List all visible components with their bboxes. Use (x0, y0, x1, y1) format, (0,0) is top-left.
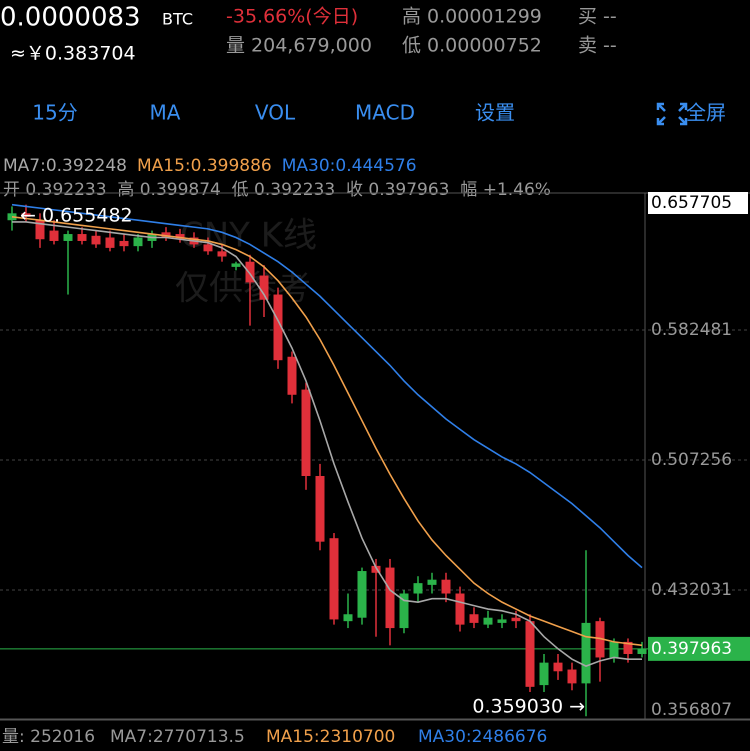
candle-body (469, 614, 479, 623)
last-price-box (648, 636, 750, 661)
ma-line (11, 203, 643, 569)
candle-body (525, 621, 535, 687)
legend-entry: MA7:0.392248 (3, 156, 127, 176)
legend-entry: MA15:0.399886 (137, 156, 272, 176)
candle-body (483, 617, 493, 625)
candle-body (301, 389, 311, 476)
cny-price: ≈￥0.383704 (10, 43, 136, 65)
low: 低 0.00000752 (402, 35, 542, 57)
candle-body (119, 240, 129, 247)
candle-body (385, 567, 395, 629)
tab[interactable]: MA (150, 101, 181, 125)
y-tick-label: 0.356807 (651, 700, 732, 720)
candle-body (427, 579, 437, 585)
candle-body (497, 619, 507, 623)
ohlc-info: 开 0.392233 高 0.399874 低 0.392233 收 0.397… (3, 180, 551, 200)
candle-body (455, 593, 465, 625)
volume-info: MA15:2310700 (266, 727, 395, 747)
candle-body (133, 237, 143, 247)
tab[interactable]: 设置 (475, 101, 515, 125)
candle-body (595, 621, 605, 658)
candle-body (567, 669, 577, 684)
candle-body (63, 234, 73, 241)
candle-body (399, 593, 409, 629)
candle-body (175, 234, 185, 240)
y-tick-label: 0.507256 (651, 450, 732, 470)
candle-body (91, 235, 101, 245)
high: 高 0.00001299 (402, 6, 542, 28)
candle-body (315, 475, 325, 542)
candle-body (287, 356, 297, 395)
candle-body (553, 662, 563, 672)
candle-body (49, 230, 59, 241)
candle-body (413, 583, 423, 594)
last-price-label: 0.397963 (651, 639, 732, 659)
candle-body (371, 565, 381, 573)
volume-info: 量: 252016 (2, 727, 95, 747)
change: -35.66%(今日) (226, 6, 358, 28)
unit: BTC (162, 10, 193, 29)
candle-body (511, 617, 521, 622)
candle-body (105, 237, 115, 248)
candle-body (161, 232, 171, 238)
fullscreen-icon[interactable] (656, 102, 688, 126)
candle-body (203, 244, 213, 252)
candle-body (637, 648, 647, 654)
candle-body (539, 662, 549, 686)
watermark: 仅供参考 (175, 269, 311, 309)
candle-body (245, 261, 255, 283)
legend-entry: MA30:0.444576 (282, 156, 417, 176)
candle-body (21, 213, 31, 217)
fullscreen[interactable]: 全屏 (686, 101, 726, 125)
volume-info: MA7:2770713.5 (110, 727, 245, 747)
ma-line (12, 221, 642, 667)
candle-body (441, 579, 451, 594)
min-label: 0.359030 → (472, 696, 585, 718)
candle-body (581, 622, 591, 684)
candle-body (259, 275, 269, 300)
tab[interactable]: MACD (355, 101, 415, 125)
candle-body (357, 571, 367, 618)
candle-body (623, 641, 633, 654)
y-tick-label: 0.657705 (651, 193, 732, 213)
tab[interactable]: 15分 (32, 101, 77, 125)
max-label: ← 0.655482 (20, 205, 133, 227)
volume-info: MA30:2486676 (418, 727, 547, 747)
candle-body (343, 614, 353, 622)
candle-body (273, 294, 283, 361)
tab[interactable]: VOL (255, 101, 296, 125)
y-tick-label: 0.432031 (651, 580, 732, 600)
watermark: CNY K线 (180, 216, 317, 256)
volume: 量 204,679,000 (226, 35, 372, 57)
price: 0.0000083 (0, 3, 141, 33)
candle-body (35, 220, 45, 240)
candle-body (609, 641, 619, 658)
candle-body (77, 234, 87, 241)
buy: 买 -- (578, 6, 617, 28)
sell: 卖 -- (578, 35, 617, 57)
candle-body (217, 251, 227, 257)
y-tick-label: 0.582481 (651, 320, 732, 340)
ma-line (11, 215, 643, 647)
candle-body (329, 538, 339, 620)
candle-body (231, 263, 241, 267)
crosshair-box (648, 192, 748, 214)
